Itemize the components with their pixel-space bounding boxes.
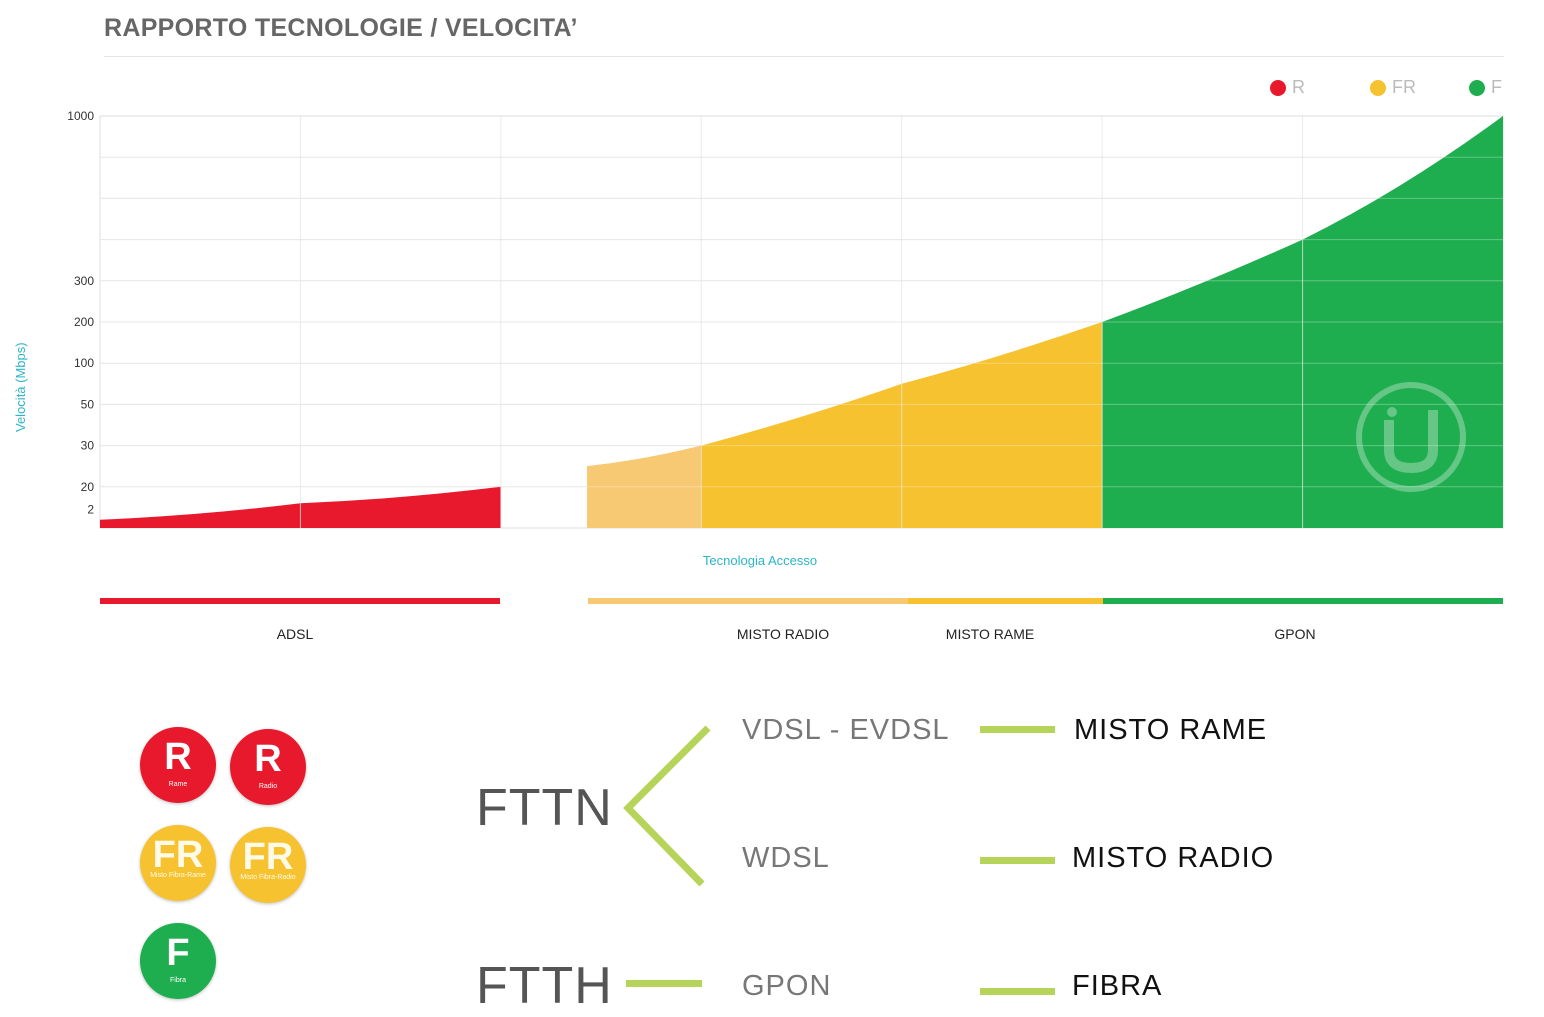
badge-fr-rame-letter: FR <box>152 834 204 876</box>
wdsl-label: WDSL <box>742 842 830 874</box>
watermark-logo-icon <box>1356 382 1466 492</box>
badge-fr-radio-letter: FR <box>242 836 294 878</box>
category-bar-misto-rame <box>908 598 1103 604</box>
category-bar-gpon <box>1103 598 1503 604</box>
badge-fibra-caption: Fibra <box>170 977 186 984</box>
y-tick-label: 1000 <box>67 109 94 123</box>
badge-rame-caption: Rame <box>168 781 188 788</box>
gpon-label: GPON <box>742 970 832 1002</box>
y-tick-label: 300 <box>74 274 94 288</box>
fttn-branch-connector <box>623 725 711 887</box>
badge-fr-radio-caption: Misto Fibra-Radio <box>240 874 296 881</box>
badge-rame-letter: R <box>164 736 192 778</box>
page-title: RAPPORTO TECNOLOGIE / VELOCITA’ <box>104 14 578 42</box>
badge-misto-fibra-rame: FR Misto Fibra-Rame <box>140 825 216 901</box>
vdsl-label: VDSL - EVDSL <box>742 714 950 746</box>
area-series-fr <box>587 322 1103 528</box>
category-label-gpon: GPON <box>1274 626 1316 642</box>
watermark-dot <box>1387 407 1397 417</box>
x-axis-label: Tecnologia Accesso <box>702 553 818 568</box>
badge-radio-letter: R <box>254 738 282 780</box>
fibra-label: FIBRA <box>1072 970 1163 1002</box>
misto-rame-label: MISTO RAME <box>1074 714 1268 746</box>
badge-fibra: F Fibra <box>140 923 216 999</box>
legend-label-f: F <box>1491 77 1502 97</box>
fttn-label: FTTN <box>476 779 613 837</box>
category-bar-adsl <box>100 598 500 604</box>
badge-fibra-letter: F <box>166 932 190 974</box>
legend-dot-f <box>1469 80 1485 96</box>
y-axis-label: Velocità (Mbps) <box>13 342 28 432</box>
gpon-connector <box>980 988 1055 995</box>
ftth-label: FTTH <box>476 957 613 1015</box>
area-segment-misto-radio <box>587 445 702 528</box>
category-label-misto-rame: MISTO RAME <box>945 626 1035 642</box>
ftth-connector <box>626 980 702 987</box>
vdsl-connector <box>980 726 1055 733</box>
legend-dot-r <box>1270 80 1286 96</box>
y-tick-label: 2 <box>87 502 94 516</box>
badge-misto-fibra-radio: FR Misto Fibra-Radio <box>230 827 306 903</box>
legend-label-r: R <box>1292 77 1305 97</box>
category-label-adsl: ADSL <box>276 626 314 642</box>
wdsl-connector <box>980 857 1055 864</box>
y-tick-label: 100 <box>74 356 94 370</box>
watermark-u <box>1384 410 1438 474</box>
badge-rame: R Rame <box>140 727 216 803</box>
title-divider <box>104 56 1504 57</box>
badge-fr-rame-caption: Misto Fibra-Rame <box>150 872 206 879</box>
y-tick-label: 20 <box>81 480 95 494</box>
misto-radio-label: MISTO RADIO <box>1072 842 1275 874</box>
legend-label-fr: FR <box>1392 77 1416 97</box>
y-tick-label: 200 <box>74 315 94 329</box>
category-bar-misto-radio <box>588 598 908 604</box>
badge-radio: R Radio <box>230 729 306 805</box>
y-tick-label: 30 <box>81 439 95 453</box>
category-label-misto-radio: MISTO RADIO <box>736 626 830 642</box>
legend-dot-fr <box>1370 80 1386 96</box>
y-tick-label: 50 <box>81 397 95 411</box>
speed-area-chart: 1000 300 200 100 50 30 20 2 <box>67 109 1504 529</box>
watermark-ring <box>1356 382 1466 492</box>
badge-radio-caption: Radio <box>258 783 278 790</box>
